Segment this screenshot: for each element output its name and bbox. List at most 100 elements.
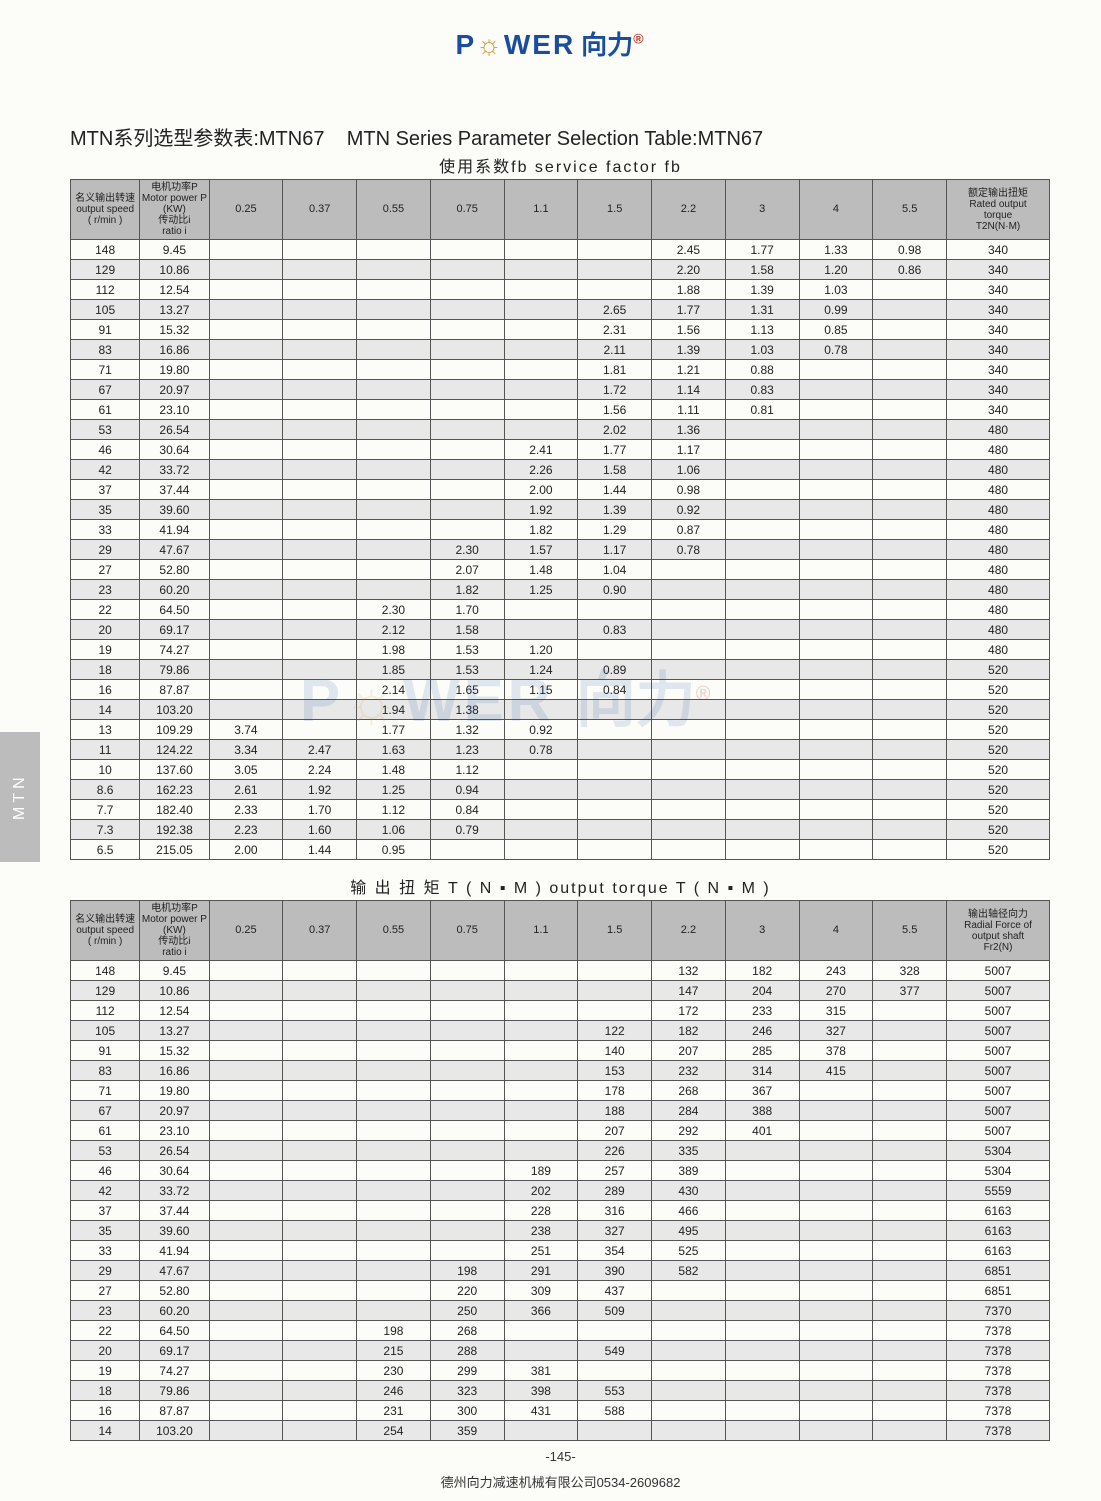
cell: [357, 500, 431, 520]
cell: [209, 1341, 283, 1361]
cell: 1.33: [799, 240, 873, 260]
cell: 340: [947, 300, 1050, 320]
cell: [283, 1401, 357, 1421]
cell: 1.44: [578, 480, 652, 500]
table-row: 6123.102072924015007: [71, 1121, 1050, 1141]
cell: [725, 1321, 799, 1341]
col-power: 5.5: [873, 901, 947, 961]
service-factor-table: 名义输出转速output speed( r/min )电机功率PMotor po…: [70, 179, 1050, 860]
cell: 112: [71, 280, 140, 300]
cell: [357, 961, 431, 981]
cell: 1.53: [430, 660, 504, 680]
cell: [799, 740, 873, 760]
cell: [799, 1201, 873, 1221]
cell: [725, 1421, 799, 1441]
cell: 47.67: [140, 1261, 209, 1281]
cell: 1.04: [578, 560, 652, 580]
cell: [283, 1001, 357, 1021]
cell: 480: [947, 560, 1050, 580]
page-title: MTN系列选型参数表:MTN67 MTN Series Parameter Se…: [70, 122, 1051, 151]
cell: 509: [578, 1301, 652, 1321]
cell: [578, 800, 652, 820]
cell: 549: [578, 1341, 652, 1361]
table-row: 13109.293.741.771.320.92520: [71, 720, 1050, 740]
cell: [799, 640, 873, 660]
cell: 588: [578, 1401, 652, 1421]
cell: [283, 360, 357, 380]
cell: [725, 840, 799, 860]
cell: [430, 440, 504, 460]
cell: [209, 1141, 283, 1161]
cell: [357, 520, 431, 540]
cell: 1.77: [725, 240, 799, 260]
table-row: 1687.872313004315887378: [71, 1401, 1050, 1421]
cell: [873, 700, 947, 720]
cell: [799, 720, 873, 740]
cell: [283, 1121, 357, 1141]
col-ratio: 电机功率PMotor power P(KW)传动比iratio i: [140, 180, 209, 240]
cell: 0.87: [652, 520, 726, 540]
col-power: 0.55: [357, 901, 431, 961]
col-power: 3: [725, 180, 799, 240]
cell: 250: [430, 1301, 504, 1321]
cell: 0.98: [652, 480, 726, 500]
cell: 87.87: [140, 680, 209, 700]
cell: [504, 1421, 578, 1441]
cell: [283, 1361, 357, 1381]
cell: [209, 1061, 283, 1081]
cell: [209, 400, 283, 420]
cell: 226: [578, 1141, 652, 1161]
cell: [578, 720, 652, 740]
cell: 188: [578, 1101, 652, 1121]
cell: 7.3: [71, 820, 140, 840]
cell: 1.77: [652, 300, 726, 320]
cell: 103.20: [140, 700, 209, 720]
cell: [283, 1321, 357, 1341]
cell: 16: [71, 680, 140, 700]
cell: 16.86: [140, 1061, 209, 1081]
cell: [725, 480, 799, 500]
cell: [799, 1301, 873, 1321]
cell: 0.84: [430, 800, 504, 820]
cell: [725, 700, 799, 720]
cell: [209, 1401, 283, 1421]
table-row: 2752.802203094376851: [71, 1281, 1050, 1301]
cell: 3.05: [209, 760, 283, 780]
cell: 202: [504, 1181, 578, 1201]
cell: [652, 720, 726, 740]
col-power: 0.37: [283, 180, 357, 240]
col-last: 额定输出扭矩Rated outputtorqueT2N(N·M): [947, 180, 1050, 240]
cell: [504, 1121, 578, 1141]
table-row: 12910.861472042703775007: [71, 981, 1050, 1001]
cell: 378: [799, 1041, 873, 1061]
cell: 243: [799, 961, 873, 981]
col-power: 1.5: [578, 901, 652, 961]
col-power: 2.2: [652, 180, 726, 240]
cell: [725, 1281, 799, 1301]
cell: [357, 300, 431, 320]
cell: 16: [71, 1401, 140, 1421]
cell: [873, 1321, 947, 1341]
cell: [430, 480, 504, 500]
cell: 46: [71, 440, 140, 460]
cell: 192.38: [140, 820, 209, 840]
table-row: 6123.101.561.110.81340: [71, 400, 1050, 420]
cell: [652, 600, 726, 620]
cell: [873, 1141, 947, 1161]
cell: 323: [430, 1381, 504, 1401]
cell: [209, 560, 283, 580]
cell: [209, 680, 283, 700]
cell: 52.80: [140, 1281, 209, 1301]
cell: 340: [947, 380, 1050, 400]
cell: 19: [71, 1361, 140, 1381]
cell: 381: [504, 1361, 578, 1381]
cell: 1.17: [578, 540, 652, 560]
logo-wer: WER: [504, 29, 575, 60]
cell: 340: [947, 400, 1050, 420]
cell: [209, 640, 283, 660]
cell: 2.20: [652, 260, 726, 280]
cell: [652, 1401, 726, 1421]
cell: 5007: [947, 961, 1050, 981]
cell: [725, 460, 799, 480]
table-row: 2264.502.301.70480: [71, 600, 1050, 620]
